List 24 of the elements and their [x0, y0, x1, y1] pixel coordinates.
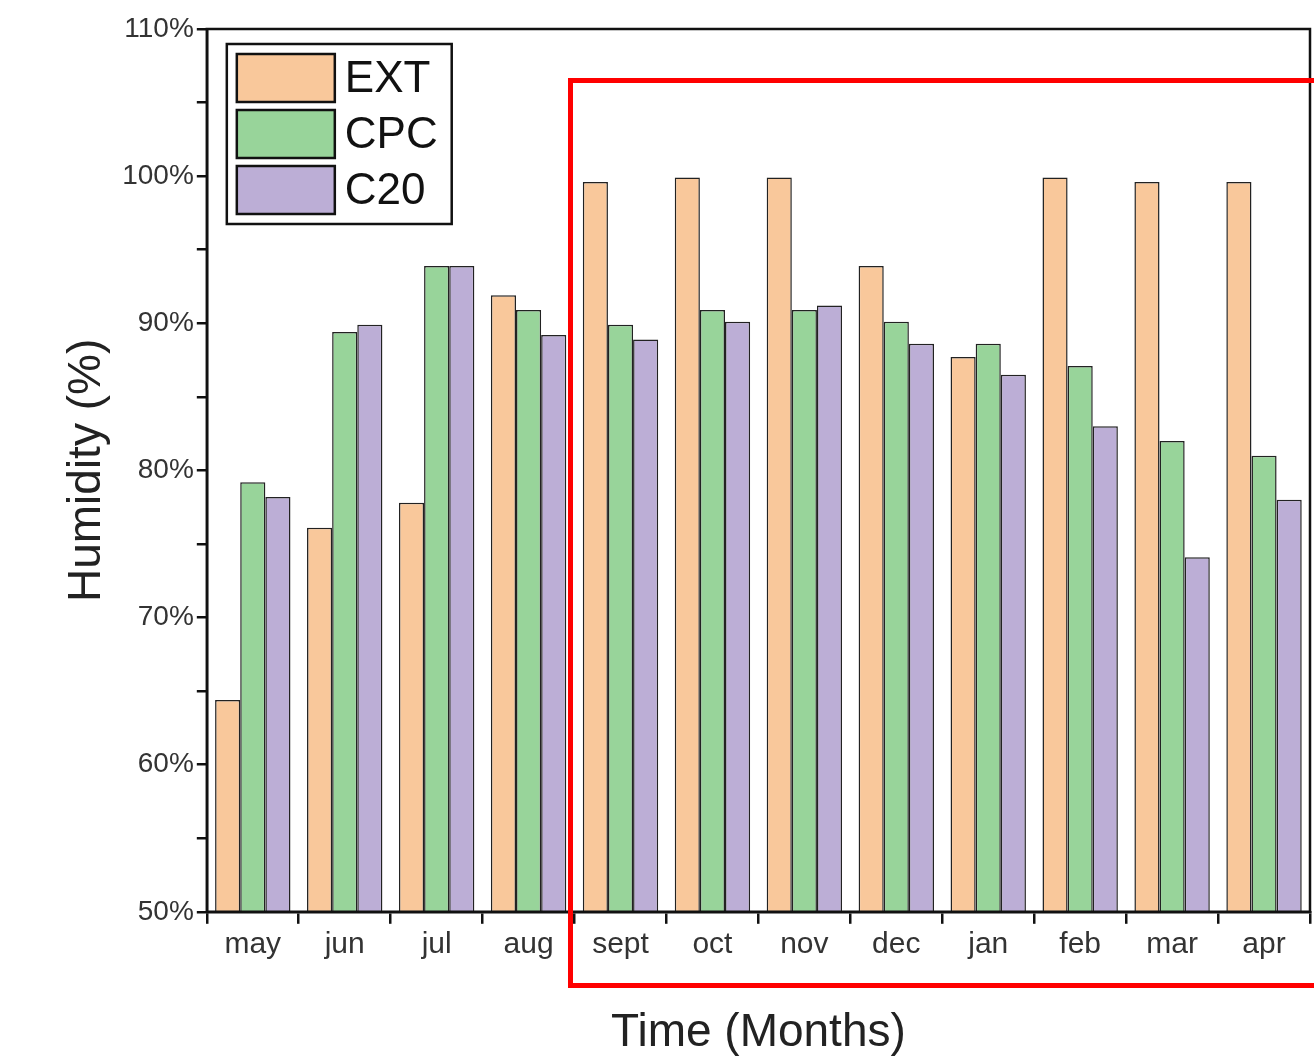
x-tick-label: apr	[1242, 926, 1286, 960]
y-axis-title: Humidity (%)	[58, 338, 111, 603]
x-axis-title: Time (Months)	[611, 1004, 906, 1057]
x-tick-label: sept	[592, 926, 650, 960]
y-tick-label: 70%	[137, 600, 194, 632]
legend-label: CPC	[344, 108, 438, 158]
y-tick-label: 80%	[137, 453, 194, 485]
x-tick-label: jan	[967, 926, 1009, 960]
y-tick-label: 90%	[137, 305, 194, 337]
x-tick-label: dec	[872, 926, 921, 960]
y-tick-label: 110%	[124, 11, 194, 43]
x-tick-label: feb	[1059, 926, 1102, 960]
y-tick-label: 50%	[137, 894, 194, 926]
x-tick-label: jul	[420, 926, 452, 960]
x-tick-label: may	[224, 926, 282, 960]
y-tick-label: 100%	[122, 158, 194, 190]
x-tick-label: mar	[1146, 926, 1198, 960]
x-tick-label: oct	[692, 926, 734, 960]
legend-label: C20	[344, 164, 426, 214]
x-tick-label: aug	[503, 926, 554, 960]
x-tick-label: nov	[780, 926, 829, 960]
y-tick-label: 60%	[137, 747, 194, 779]
legend-label: EXT	[344, 52, 431, 102]
x-tick-label: jun	[323, 926, 365, 960]
